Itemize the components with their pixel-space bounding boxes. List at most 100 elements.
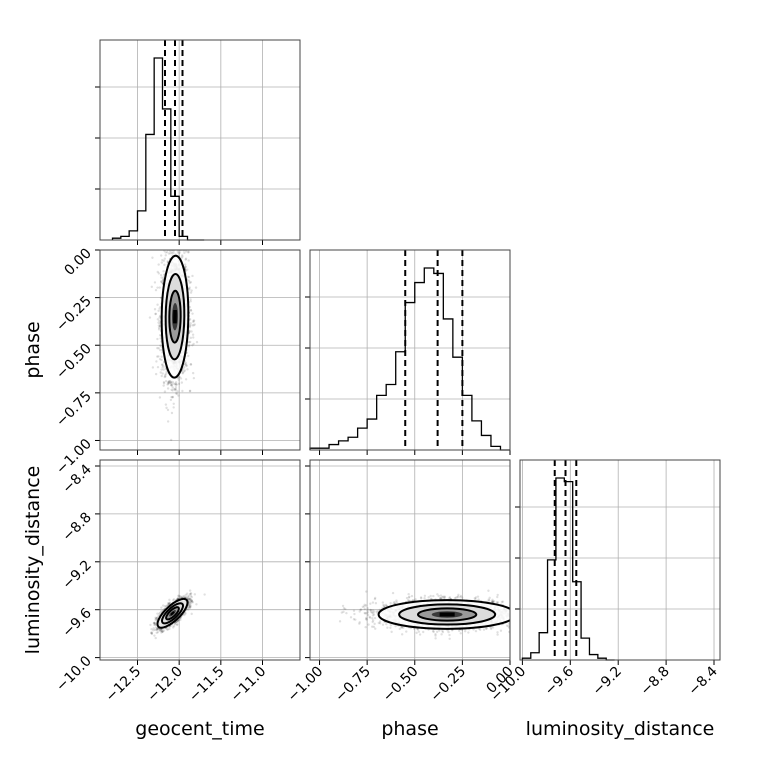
scatter-point xyxy=(163,257,167,260)
scatter-point xyxy=(168,598,171,602)
scatter-point xyxy=(188,603,191,606)
scatter-point xyxy=(168,379,172,383)
scatter-point xyxy=(180,254,184,257)
scatter-point xyxy=(186,268,189,271)
scatter-point xyxy=(507,624,510,628)
scatter-point xyxy=(159,628,162,632)
scatter-point xyxy=(162,365,165,368)
scatter-point xyxy=(177,376,180,379)
scatter-point xyxy=(157,355,160,358)
scatter-point xyxy=(189,280,193,284)
scatter-point xyxy=(156,337,159,341)
scatter-point xyxy=(184,593,187,597)
scatter-point xyxy=(159,274,163,277)
scatter-point xyxy=(390,630,393,634)
scatter-point xyxy=(358,610,361,613)
scatter-point xyxy=(190,595,193,599)
scatter-point xyxy=(187,259,190,262)
scatter-point xyxy=(190,601,194,604)
scatter-point xyxy=(166,628,169,631)
scatter-point xyxy=(192,319,196,322)
scatter-point xyxy=(159,348,162,352)
scatter-point xyxy=(189,606,192,609)
scatter-point xyxy=(177,594,180,598)
scatter-point xyxy=(153,622,157,625)
scatter-point xyxy=(191,600,195,604)
scatter-point xyxy=(171,395,175,399)
scatter-point xyxy=(176,390,179,393)
scatter-point xyxy=(156,303,159,306)
hist-panel-phase-frame xyxy=(309,249,511,451)
scatter-point xyxy=(171,380,174,384)
x-tick-label-phase: −0.75 xyxy=(332,664,374,706)
scatter-point xyxy=(459,632,462,635)
scatter-point xyxy=(393,600,396,604)
scatter-point xyxy=(192,336,195,339)
scatter-point xyxy=(189,592,193,595)
scatter-point xyxy=(168,601,171,605)
scatter-point xyxy=(155,628,159,631)
scatter-point xyxy=(166,381,170,384)
scatter-point xyxy=(407,592,410,596)
scatter-point xyxy=(157,324,161,327)
scatter-point xyxy=(172,626,175,629)
scatter-point xyxy=(164,379,168,383)
scatter-point xyxy=(176,206,178,208)
scatter-point xyxy=(189,594,193,598)
scatter-point xyxy=(189,322,192,325)
scatter-point xyxy=(184,595,187,599)
scatter-point xyxy=(154,626,158,629)
scatter-point xyxy=(172,599,175,602)
scatter-point xyxy=(177,596,180,600)
scatter-point xyxy=(188,389,192,393)
hist-panel-geocent-time-frame xyxy=(99,39,301,241)
scatter-point xyxy=(160,355,163,358)
scatter-point xyxy=(168,381,171,385)
scatter-point xyxy=(531,601,533,603)
scatter-point xyxy=(151,366,155,369)
scatter-point xyxy=(177,382,181,386)
scatter-point xyxy=(163,390,167,393)
scatter-point xyxy=(188,286,191,289)
y-tick-label-luminosity-distance: −9.6 xyxy=(59,605,94,640)
scatter-point xyxy=(158,322,162,325)
scatter-point xyxy=(154,288,158,292)
scatter-point xyxy=(353,612,356,616)
scatter-point xyxy=(188,288,191,291)
scatter-point xyxy=(364,612,367,615)
scatter-point xyxy=(171,234,173,236)
scatter-point xyxy=(184,265,187,269)
scatter-point xyxy=(170,251,174,255)
scatter-point xyxy=(492,600,495,604)
scatter-point xyxy=(149,631,153,635)
scatter-point xyxy=(156,630,160,634)
scatter-point xyxy=(510,628,512,630)
x-tick-label-luminosity-distance: −9.2 xyxy=(590,664,625,699)
scatter-point xyxy=(153,308,157,311)
x-tick-label-geocent-time: −11.5 xyxy=(186,664,228,706)
scatter-point xyxy=(167,380,171,383)
scatter-point xyxy=(447,630,450,634)
scatter-point xyxy=(159,611,162,614)
scatter-point xyxy=(457,593,460,597)
scatter-point xyxy=(188,589,192,592)
scatter-point xyxy=(160,610,163,613)
scatter-point xyxy=(187,279,191,283)
scatter-point xyxy=(344,607,347,611)
scatter-point xyxy=(187,287,191,290)
scatter-point xyxy=(157,272,161,275)
scatter-point xyxy=(371,611,375,614)
scatter-point xyxy=(162,384,165,387)
scatter-point xyxy=(170,241,172,243)
scatter-point xyxy=(161,363,164,367)
scatter-point xyxy=(184,612,187,615)
scatter-point xyxy=(190,599,193,602)
scatter-point xyxy=(189,291,193,294)
scatter-point xyxy=(157,263,160,266)
scatter-point xyxy=(158,319,161,322)
scatter-point xyxy=(371,617,374,620)
scatter-point xyxy=(161,281,164,284)
scatter-point xyxy=(188,602,191,605)
scatter-point xyxy=(179,595,182,599)
scatter-point xyxy=(161,630,164,634)
